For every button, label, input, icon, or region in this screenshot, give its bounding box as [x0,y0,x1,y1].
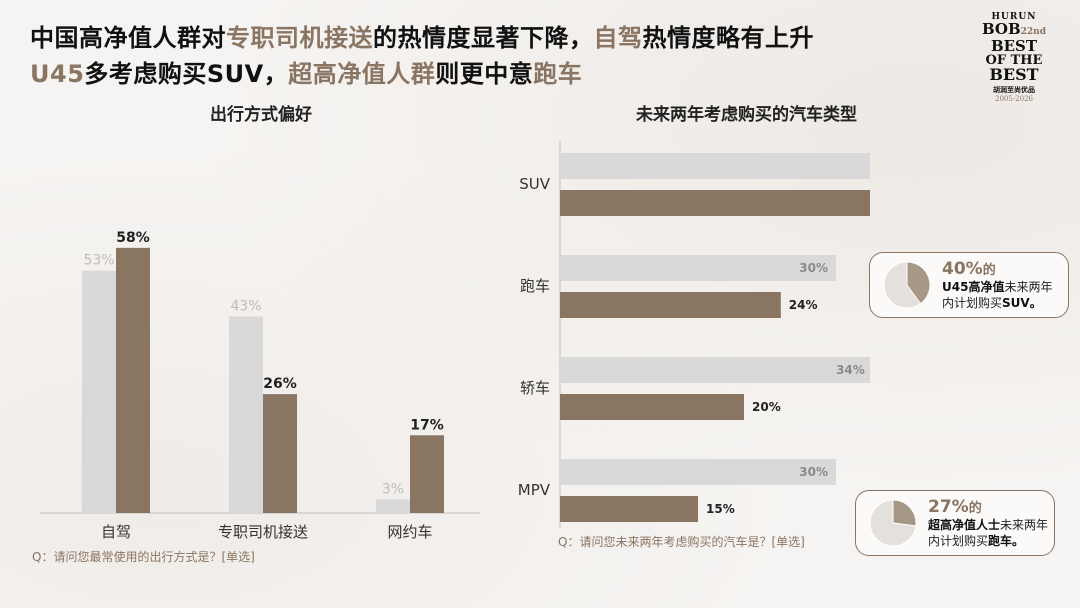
bar-2026-3 [560,496,698,522]
data-label-2025-0: 53% [83,253,114,269]
chart1-question: Q：请问您最常使用的出行方式是？[单选] [32,550,255,564]
x-tick-label-0: 自驾 [101,523,131,541]
page-title: 中国高净值人群对专职司机接送的热情度显著下降，自驾热情度略有上升 U45多考虑购… [30,20,814,92]
data-label-2025-2: 3% [382,481,404,497]
data-label-2026-2: 17% [410,417,444,433]
hurun-logo: HURUN BOB22nd BEST OF THE BEST 胡润至尚优品 20… [981,12,1047,103]
chart1-title: 出行方式偏好 [210,105,312,125]
bar-2025-1 [560,255,836,281]
callout-pct: 27% [928,497,969,517]
data-label-2025-2: 34% [836,363,865,377]
title-line-2: U45多考虑购买SUV，超高净值人群则更中意跑车 [30,60,583,88]
bar-2026-1 [263,394,297,513]
data-label-2025-1: 43% [230,298,261,314]
bar-2025-1 [229,316,263,513]
bar-2025-0 [560,153,870,179]
callout-uhnw-sportscar: 27%的 超高净值人士未来两年内计划购买跑车。 [855,490,1055,556]
y-tick-label-3: MPV [518,481,551,499]
data-label-2026-0: 58% [116,230,150,246]
bar-2026-2 [410,435,444,513]
bar-2026-0 [116,247,150,513]
data-label-2026-1: 26% [263,376,297,392]
chart2-question: Q：请问您未来两年考虑购买的汽车是？[单选] [558,535,805,549]
pie-slice [892,499,917,527]
data-label-2026-2: 20% [752,400,781,414]
pie-icon [869,499,917,547]
data-label-2026-3: 15% [706,502,735,516]
callout-pct: 40% [942,259,983,279]
bar-2026-1 [560,292,781,318]
y-tick-label-2: 轿车 [520,379,550,397]
bar-2025-3 [560,459,836,485]
bar-2025-2 [560,357,870,383]
car-type-chart: 46%41%SUV30%24%跑车34%20%轿车30%15%MPV202520… [518,140,870,528]
chart2-title: 未来两年考虑购买的汽车类型 [636,105,857,125]
bar-2025-2 [376,499,410,513]
callout-u45-suv: 40%的 U45高净值未来两年内计划购买SUV。 [869,252,1069,318]
bar-2026-0 [560,190,870,216]
pie-slice [906,261,931,305]
bar-2026-2 [560,394,744,420]
x-tick-label-2: 网约车 [387,523,432,541]
y-tick-label-1: 跑车 [520,277,550,295]
bar-2025-0 [82,270,116,513]
title-line-1: 中国高净值人群对专职司机接送的热情度显著下降，自驾热情度略有上升 [30,24,814,52]
y-tick-label-0: SUV [519,175,551,193]
data-label-2026-1: 24% [789,298,818,312]
data-label-2025-1: 30% [799,261,828,275]
data-label-2025-3: 30% [799,465,828,479]
x-tick-label-1: 专职司机接送 [218,523,308,541]
travel-preference-chart: 53%58% 自驾 43% 26% 专职司机接送 3% 17% 网约车 [40,230,480,541]
pie-icon [883,261,931,309]
